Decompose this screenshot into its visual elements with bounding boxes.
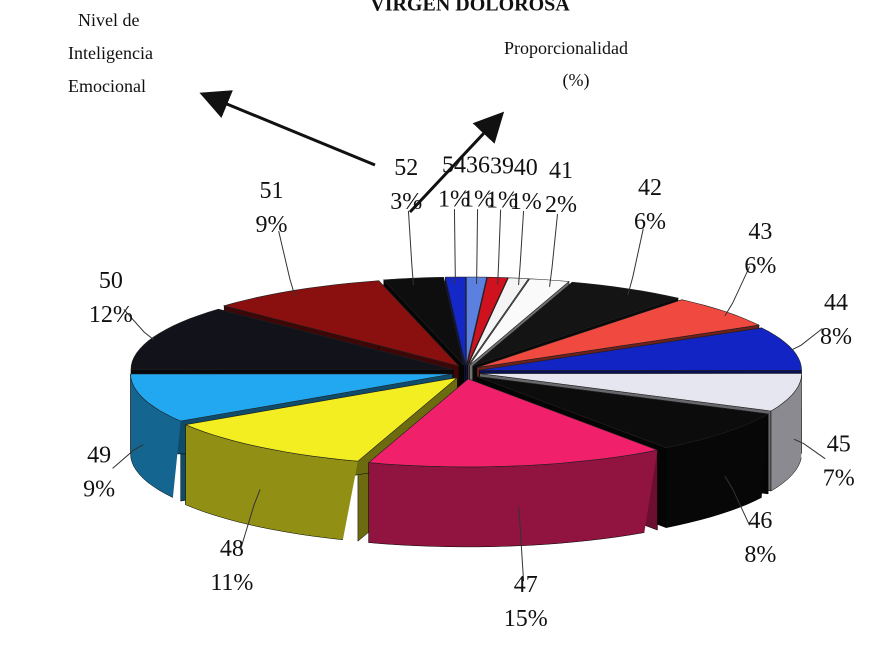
category-label: 48 [220, 536, 244, 562]
annotation: Proporcionalidad [504, 38, 628, 58]
data-label: 6% [634, 209, 666, 235]
data-label: 11% [210, 570, 253, 596]
annotation: Inteligencia [68, 43, 153, 63]
leader-line [497, 209, 502, 285]
annotation: Nivel de [78, 10, 139, 30]
slice-top [472, 281, 680, 367]
leader-line [278, 231, 296, 297]
slice-top [467, 277, 530, 366]
leader-line [518, 210, 525, 286]
slice-top [476, 299, 761, 368]
labels: 36 1% 39 1% 40 1% 41 2% 42 6% 43 6% 44 8% 45 7% 46 8% 47 15… [83, 153, 855, 633]
category-label: 42 [638, 175, 662, 201]
category-label: 46 [748, 508, 772, 534]
slice-top [476, 376, 770, 449]
data-label: 2% [545, 192, 577, 218]
leader-line [518, 506, 525, 582]
leader-line [476, 209, 479, 285]
slice-top [222, 280, 460, 367]
data-label: 1% [510, 189, 542, 215]
data-label: 15% [504, 606, 548, 632]
arrow [199, 90, 376, 167]
slice-top [130, 373, 453, 422]
category-label: 51 [260, 178, 284, 204]
category-label: 41 [549, 158, 573, 184]
pie [130, 276, 803, 548]
data-label: 8% [744, 542, 776, 568]
leader-line [123, 309, 154, 340]
chart-title: VIRGEN DOLOROSA [370, 0, 570, 16]
leader-line [791, 328, 823, 351]
data-label: 9% [256, 212, 288, 238]
data-label: 9% [83, 477, 115, 503]
leader-line [724, 475, 751, 526]
category-label: 43 [748, 219, 772, 245]
category-label: 50 [99, 268, 123, 294]
slice-top [367, 378, 659, 468]
data-label: 3% [390, 189, 422, 215]
category-label: 49 [87, 443, 111, 469]
leader-line [407, 210, 414, 286]
data-label: 1% [438, 187, 470, 213]
slice-top [469, 278, 570, 366]
data-label: 1% [462, 187, 494, 213]
arrow [408, 111, 505, 214]
category-label: 40 [514, 155, 538, 181]
annotation: (%) [563, 70, 590, 91]
data-label: 1% [486, 187, 518, 213]
slice-top [184, 377, 459, 462]
data-label: 7% [823, 465, 855, 491]
annotation: Emocional [68, 76, 146, 96]
leader-line [549, 213, 559, 287]
data-label: 12% [89, 302, 133, 328]
leader-line [112, 444, 144, 469]
category-label: 52 [394, 155, 418, 181]
slice-top [479, 327, 802, 371]
slice [367, 378, 659, 548]
category-label: 44 [824, 290, 848, 316]
category-label: 39 [490, 153, 514, 179]
slice-top [479, 373, 803, 412]
leader-line [724, 266, 751, 317]
category-label: 36 [466, 153, 490, 179]
leader-line [627, 228, 644, 296]
leader-line [239, 489, 261, 550]
slice-top [130, 308, 454, 370]
category-label: 47 [514, 572, 538, 598]
slice-top [383, 276, 465, 367]
leader-line [793, 438, 826, 460]
category-label: 54 [442, 153, 466, 179]
leader-line [453, 209, 456, 285]
data-label: 6% [744, 253, 776, 279]
category-label: 45 [827, 431, 851, 457]
data-label: 8% [820, 324, 852, 350]
